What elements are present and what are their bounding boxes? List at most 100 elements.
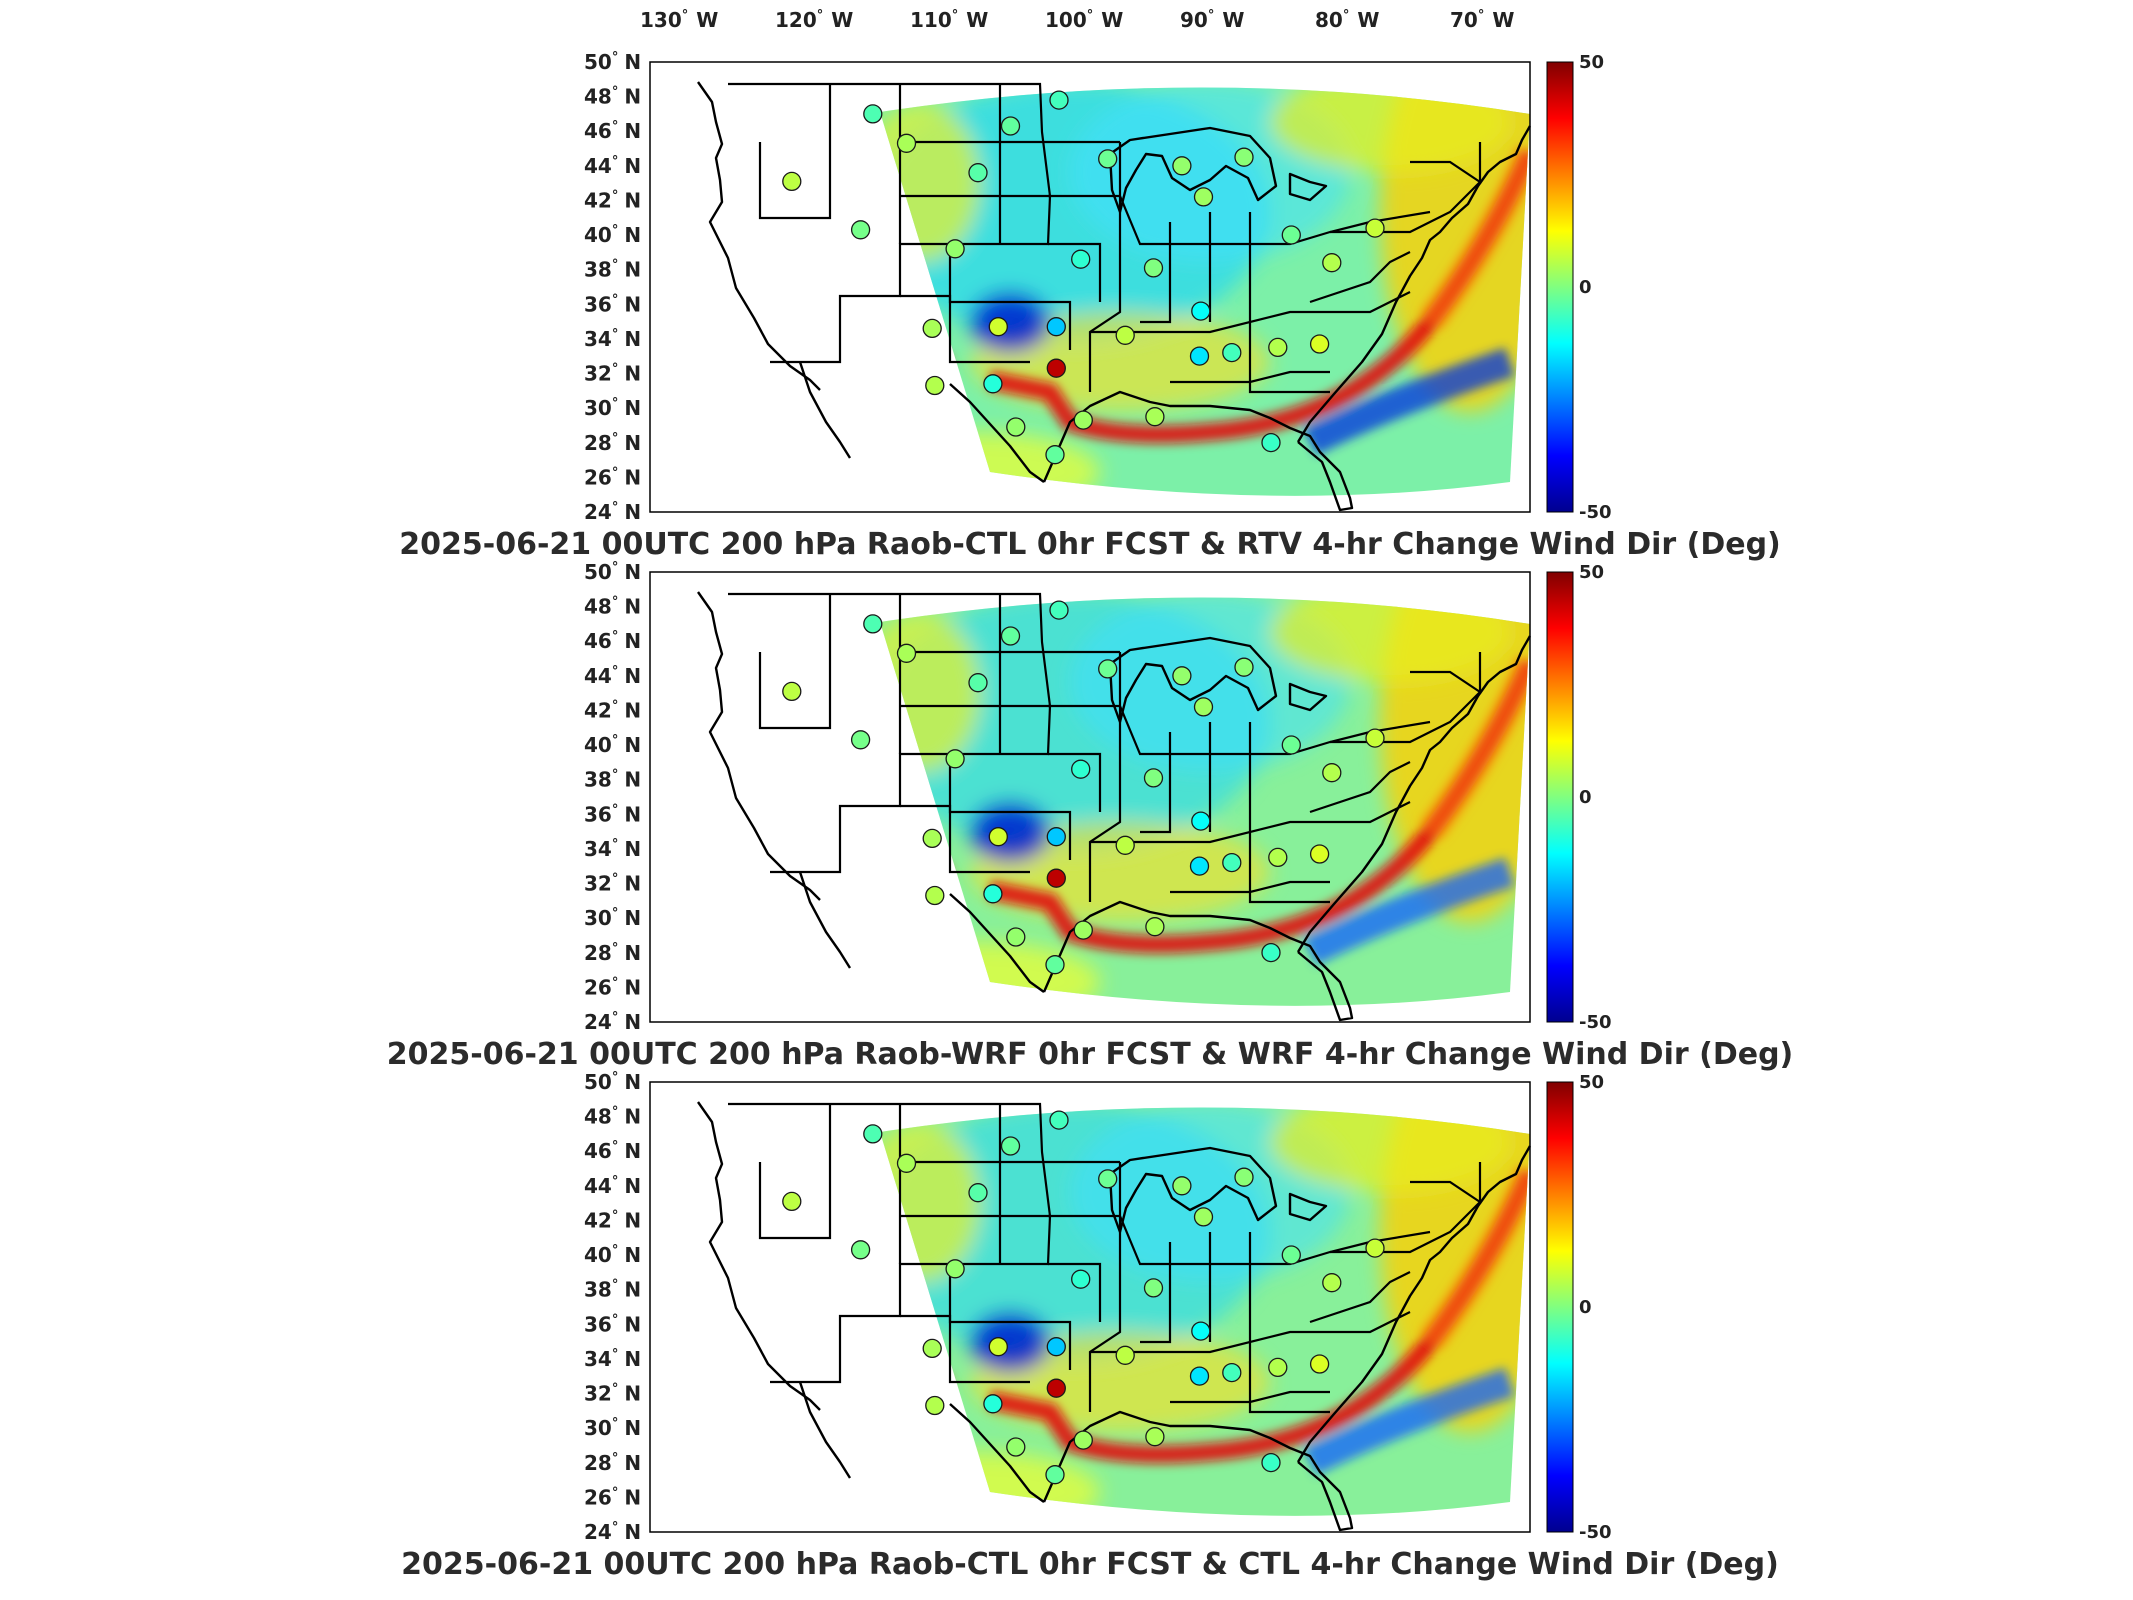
raob-station-marker bbox=[1049, 90, 1069, 110]
state-border bbox=[900, 194, 1002, 244]
raob-station-marker bbox=[1222, 342, 1242, 363]
state-border bbox=[1090, 1311, 1411, 1354]
colorbar-gradient bbox=[1546, 1081, 1574, 1533]
colorbar-max-label: 50 bbox=[1579, 562, 1604, 583]
raob-station-marker bbox=[1049, 1110, 1069, 1130]
state-border bbox=[1170, 1390, 1330, 1404]
colorbar-gradient bbox=[1546, 571, 1574, 1023]
state-border bbox=[948, 244, 1072, 350]
raob-station-marker bbox=[988, 317, 1008, 337]
raob-station-marker bbox=[968, 1183, 988, 1203]
lat-label-26: 26° N bbox=[584, 465, 641, 489]
longitude-labels: 130° W 120° W 110° W 100° W 90° W 80° W 70° W bbox=[640, 8, 1514, 32]
lon-label-130: 130° W bbox=[640, 8, 718, 32]
raob-station-marker bbox=[1322, 253, 1342, 273]
raob-station-marker bbox=[1073, 1430, 1093, 1450]
raob-station-marker bbox=[850, 220, 871, 240]
raob-station-marker bbox=[1365, 218, 1385, 238]
raob-station-marker bbox=[1309, 844, 1330, 864]
baja-coastline bbox=[798, 871, 852, 969]
state-border bbox=[1170, 880, 1330, 894]
state-border bbox=[1410, 652, 1482, 695]
lat-label-46: 46° N bbox=[584, 1139, 641, 1163]
colorbar-max-label: 50 bbox=[1579, 1072, 1604, 1093]
lat-label-26: 26° N bbox=[584, 975, 641, 999]
raob-station-marker bbox=[945, 749, 965, 769]
raob-station-marker bbox=[1234, 657, 1254, 677]
state-border bbox=[948, 754, 1072, 860]
latitude-labels: 50° N 48° N 46° N 44° N 42° N 40° N 38° N 36° N 34° N 32° N… bbox=[584, 560, 641, 1034]
colorbar-mid-label: 0 bbox=[1579, 277, 1592, 298]
raob-station-marker bbox=[1000, 626, 1021, 646]
raob-station-marker bbox=[1145, 917, 1165, 937]
raob-station-marker bbox=[1000, 1136, 1021, 1156]
raob-station-marker bbox=[1115, 1345, 1135, 1365]
lon-label-110: 110° W bbox=[910, 8, 988, 32]
state-border bbox=[900, 704, 1002, 754]
state-border bbox=[1248, 312, 1330, 394]
panel-title: 2025-06-21 00UTC 200 hPa Raob-CTL 0hr FC… bbox=[401, 1547, 1779, 1582]
panel-title: 2025-06-21 00UTC 200 hPa Raob-WRF 0hr FC… bbox=[387, 1037, 1794, 1072]
raob-station-marker bbox=[1098, 1169, 1118, 1189]
raob-station-marker bbox=[925, 375, 945, 396]
raob-station-marker bbox=[1046, 868, 1066, 888]
state-border bbox=[1088, 142, 1122, 392]
raob-station-marker bbox=[1046, 317, 1066, 337]
raob-station-marker bbox=[925, 885, 945, 906]
raob-station-marker bbox=[1049, 600, 1069, 620]
lat-label-36: 36° N bbox=[584, 802, 641, 826]
raob-station-marker bbox=[1045, 1465, 1065, 1485]
raob-station-marker bbox=[1191, 301, 1211, 321]
raob-station-marker bbox=[1115, 325, 1135, 345]
map-panel: 50° N 48° N 46° N 44° N 42° N 40° N 38° N 36° N 34° N 32° N… bbox=[401, 1070, 1779, 1582]
map-panels: 50° N 48° N 46° N 44° N 42° N 40° N 38° N 36° N 34° N 32° N… bbox=[387, 50, 1794, 1582]
lat-label-48: 48° N bbox=[584, 595, 641, 619]
lat-label-32: 32° N bbox=[584, 362, 641, 386]
state-border bbox=[1048, 752, 1102, 812]
state-border bbox=[1090, 801, 1411, 844]
raob-station-marker bbox=[922, 828, 942, 849]
raob-station-marker bbox=[1046, 827, 1066, 847]
state-border bbox=[900, 1214, 1002, 1264]
raob-station-marker bbox=[922, 1338, 942, 1359]
raob-station-marker bbox=[1281, 1245, 1301, 1265]
raob-station-marker bbox=[1046, 1337, 1066, 1357]
raob-station-marker bbox=[1045, 955, 1065, 975]
raob-station-marker bbox=[1172, 156, 1192, 176]
raob-station-marker bbox=[1045, 445, 1065, 465]
state-border bbox=[1410, 142, 1482, 185]
state-border bbox=[900, 294, 1030, 364]
baja-coastline bbox=[798, 361, 852, 459]
raob-station-marker bbox=[1143, 258, 1164, 278]
raob-station-marker bbox=[1261, 942, 1281, 963]
raob-station-marker bbox=[1191, 811, 1211, 831]
raob-station-marker bbox=[1281, 735, 1301, 755]
state-border bbox=[1048, 242, 1102, 302]
raob-station-marker bbox=[1115, 835, 1135, 855]
raob-station-marker bbox=[945, 239, 965, 259]
lat-label-30: 30° N bbox=[584, 1416, 641, 1440]
raob-station-marker bbox=[1172, 1176, 1192, 1196]
colorbar-mid-label: 0 bbox=[1579, 787, 1592, 808]
lat-label-34: 34° N bbox=[584, 327, 641, 351]
lat-label-48: 48° N bbox=[584, 1105, 641, 1129]
raob-station-marker bbox=[1006, 417, 1026, 437]
wind-direction-change-field bbox=[880, 597, 1530, 1006]
raob-stations bbox=[782, 1110, 1385, 1485]
raob-station-marker bbox=[850, 1240, 871, 1260]
lat-label-24: 24° N bbox=[584, 1010, 641, 1034]
lat-label-32: 32° N bbox=[584, 1382, 641, 1406]
state-border bbox=[1088, 1162, 1122, 1412]
colorbar-mid-label: 0 bbox=[1579, 1297, 1592, 1318]
latitude-labels: 50° N 48° N 46° N 44° N 42° N 40° N 38° N 36° N 34° N 32° N… bbox=[584, 1070, 641, 1544]
raob-station-marker bbox=[1145, 1427, 1165, 1447]
map-axes-frame bbox=[649, 1081, 1531, 1533]
state-border bbox=[900, 1314, 1030, 1384]
colorbar: 50 0 -50 bbox=[1546, 562, 1612, 1033]
great-lakes-outline bbox=[1108, 636, 1328, 724]
colorbar-gradient bbox=[1546, 61, 1574, 513]
lat-label-36: 36° N bbox=[584, 1312, 641, 1336]
raob-station-marker bbox=[1268, 1357, 1288, 1378]
raob-station-marker bbox=[1172, 666, 1192, 686]
